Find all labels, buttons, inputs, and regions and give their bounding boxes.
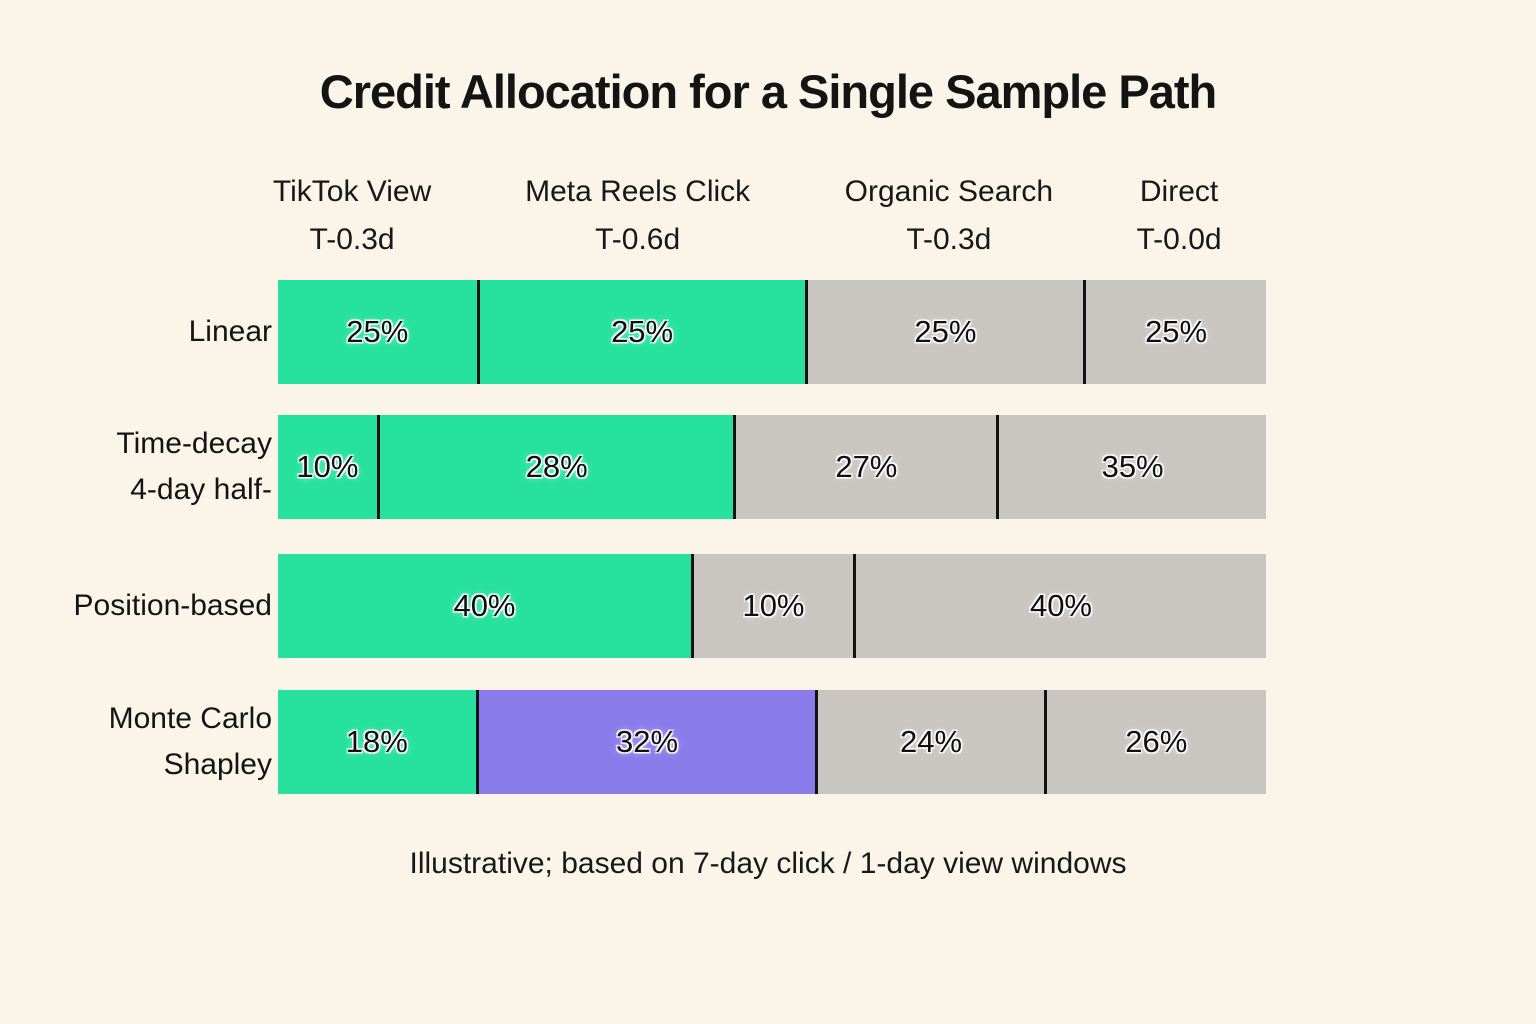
segment-value-label: 25%	[611, 314, 674, 349]
column-header: TikTok View T-0.3d	[273, 168, 431, 264]
segment-value-label: 27%	[835, 449, 898, 484]
bar-segment: 28%	[376, 415, 734, 519]
segment-value-label: 10%	[296, 449, 359, 484]
row-label: Position-based	[73, 588, 272, 622]
column-header-sublabel: T-0.3d	[309, 223, 395, 256]
row-label: Time-decay 4-day half-	[116, 426, 272, 507]
bar-row: Linear 25% 25% 25% 25%	[0, 280, 1536, 384]
bar-segment: 35%	[996, 415, 1266, 519]
column-header-label: Direct	[1139, 175, 1219, 208]
segment-value-label: 35%	[1101, 449, 1164, 484]
column-header: Meta Reels Click T-0.6d	[525, 168, 750, 264]
column-header: Direct T-0.0d	[1137, 168, 1222, 264]
bar-segment: 25%	[804, 280, 1084, 384]
segment-value-label: 18%	[345, 724, 408, 759]
bar-row: Position-based 40% 10% 40%	[0, 554, 1536, 658]
row-label: Monte Carlo Shapley	[108, 701, 272, 782]
bar-segment: 24%	[815, 690, 1044, 794]
segment-value-label: 25%	[914, 314, 977, 349]
stacked-bar-chart: Linear 25% 25% 25% 25% Time-decay 4-day half-…	[0, 280, 1536, 800]
segment-value-label: 10%	[742, 588, 805, 623]
column-header: Organic Search T-0.3d	[845, 168, 1053, 264]
bar-segment: 10%	[690, 554, 853, 658]
bar-segment: 27%	[733, 415, 997, 519]
bar-segment: 10%	[278, 415, 377, 519]
segment-value-label: 26%	[1125, 724, 1188, 759]
column-header-sublabel: T-0.6d	[595, 223, 681, 256]
segment-value-label: 32%	[616, 724, 679, 759]
segment-value-label: 40%	[1029, 588, 1092, 623]
bar-segment: 40%	[278, 554, 691, 658]
stacked-bar: 25% 25% 25% 25%	[278, 280, 1266, 384]
segment-value-label: 25%	[346, 314, 409, 349]
chart-title: Credit Allocation for a Single Sample Pa…	[319, 65, 1217, 118]
bar-segment: 25%	[476, 280, 805, 384]
stacked-bar: 18% 32% 24% 26%	[278, 690, 1266, 794]
bar-segment: 40%	[853, 554, 1266, 658]
bar-segment: 32%	[475, 690, 816, 794]
segment-value-label: 28%	[525, 449, 588, 484]
bar-segment: 25%	[278, 280, 477, 384]
column-headers: TikTok View T-0.3d Meta Reels Click T-0.6d O…	[273, 168, 1266, 268]
column-header-label: TikTok View	[272, 175, 432, 208]
column-header-sublabel: T-0.3d	[906, 223, 992, 256]
chart-footnote: Illustrative; based on 7-day click / 1-d…	[409, 847, 1127, 880]
stacked-bar: 10% 28% 27% 35%	[278, 415, 1266, 519]
segment-value-label: 24%	[900, 724, 963, 759]
row-label: Linear	[188, 314, 272, 348]
bar-row: Monte Carlo Shapley 18% 32% 24% 26%	[0, 690, 1536, 794]
column-header-label: Organic Search	[844, 175, 1054, 208]
segment-value-label: 40%	[453, 588, 516, 623]
bar-segment: 18%	[278, 690, 476, 794]
segment-value-label: 25%	[1145, 314, 1208, 349]
column-header-sublabel: T-0.0d	[1136, 223, 1222, 256]
bar-segment: 25%	[1083, 280, 1266, 384]
bar-segment: 26%	[1043, 690, 1266, 794]
stacked-bar: 40% 10% 40%	[278, 554, 1266, 658]
bar-row: Time-decay 4-day half- 10% 28% 27% 35%	[0, 415, 1536, 519]
column-header-label: Meta Reels Click	[525, 175, 751, 208]
